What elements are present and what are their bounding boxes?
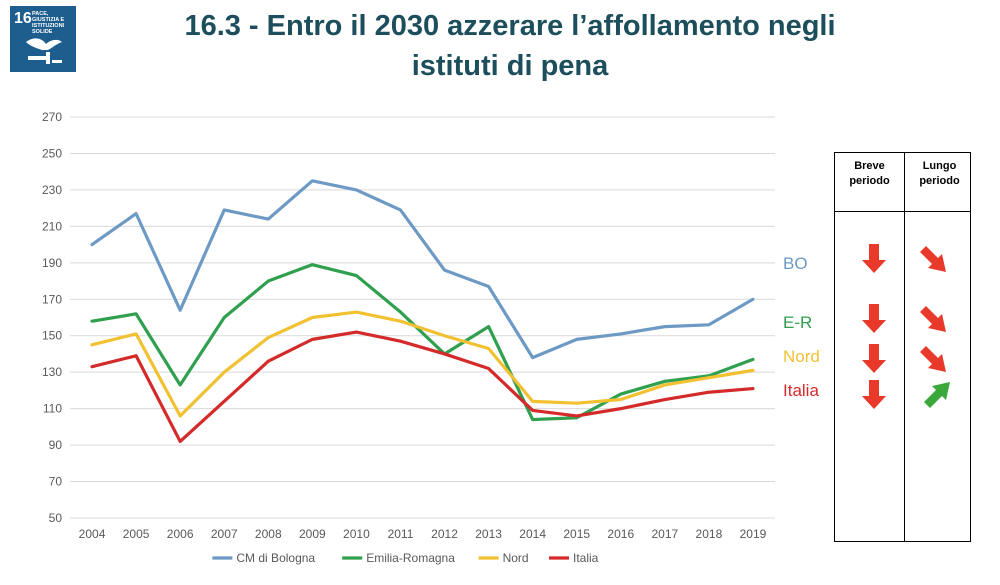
- series-line: [90, 263, 755, 422]
- col-lungo-line2: periodo: [919, 175, 960, 187]
- y-axis: 50 70 90 110 130 150 170 190 210 230 250 270: [42, 110, 62, 525]
- legend-label: Emilia-Romagna: [366, 551, 455, 565]
- title-line-1: 16.3 - Entro il 2030 azzerare l’affollam…: [184, 10, 836, 42]
- x-tick-label: 2007: [211, 527, 238, 541]
- y-tick-label: 230: [42, 183, 62, 197]
- y-tick-label: 250: [42, 146, 62, 160]
- legend: CM di Bologna Emilia-Romagna Nord Italia: [212, 551, 599, 565]
- x-tick-label: 2016: [607, 527, 634, 541]
- sdg-16-badge: 16 PACE, GIUSTIZIA E ISTITUZIONI SOLIDE: [10, 6, 76, 72]
- x-tick-label: 2010: [343, 527, 370, 541]
- col-lungo-line1: Lungo: [922, 160, 957, 172]
- y-tick-label: 110: [43, 402, 62, 416]
- x-tick-label: 2014: [519, 527, 546, 541]
- x-tick-label: 2015: [563, 527, 590, 541]
- x-tick-label: 2013: [475, 527, 502, 541]
- x-tick-label: 2017: [651, 527, 678, 541]
- col-breve-line2: periodo: [849, 175, 890, 187]
- col-lungo-periodo: Lungo periodo: [905, 159, 974, 189]
- x-tick-label: 2012: [431, 527, 458, 541]
- y-tick-label: 130: [42, 365, 62, 379]
- series-label-er: E-R: [783, 313, 813, 332]
- legend-label: Nord: [503, 551, 529, 565]
- y-tick-label: 170: [42, 292, 62, 306]
- table-divider: [904, 153, 905, 541]
- trend-table: Breve periodo Lungo periodo: [834, 152, 971, 542]
- y-tick-label: 270: [42, 110, 62, 124]
- sdg-number: 16: [14, 10, 32, 27]
- series-line: [90, 179, 755, 360]
- series-line: [90, 330, 755, 444]
- x-tick-label: 2006: [167, 527, 194, 541]
- y-tick-label: 210: [42, 219, 62, 233]
- x-tick-label: 2005: [123, 527, 150, 541]
- col-breve-line1: Breve: [854, 160, 885, 172]
- arrow-down-icon: [862, 304, 886, 333]
- series-label-nord: Nord: [783, 347, 820, 366]
- arrow-up-right-icon: [924, 382, 950, 408]
- y-tick-label: 90: [49, 438, 63, 452]
- grid: [70, 116, 775, 519]
- x-tick-label: 2008: [255, 527, 282, 541]
- x-tick-label: 2018: [696, 527, 723, 541]
- arrow-down-icon: [862, 380, 886, 409]
- col-breve-periodo: Breve periodo: [835, 159, 904, 189]
- arrow-down-right-icon: [920, 246, 946, 272]
- series-label-bo: BO: [783, 254, 808, 273]
- legend-label: Italia: [573, 551, 599, 565]
- title-line-2: istituti di pena: [411, 50, 609, 82]
- x-tick-label: 2004: [79, 527, 106, 541]
- x-tick-label: 2011: [388, 527, 414, 541]
- x-axis: 2004 2005 2006 2007 2008 2009 2010 2011 2012 2013…: [79, 527, 767, 541]
- y-tick-label: 50: [49, 511, 63, 525]
- page-title: 16.3 - Entro il 2030 azzerare l’affollam…: [150, 6, 870, 86]
- dove-gavel-icon: [26, 38, 62, 64]
- arrow-down-right-icon: [920, 346, 946, 372]
- arrow-down-right-icon: [920, 306, 946, 332]
- sdg-label: PACE, GIUSTIZIA E ISTITUZIONI SOLIDE: [32, 11, 65, 35]
- legend-label: CM di Bologna: [236, 551, 315, 565]
- trend-table-header: Breve periodo Lungo periodo: [835, 153, 970, 212]
- series-line: [90, 310, 755, 418]
- y-tick-label: 70: [49, 475, 63, 489]
- x-tick-label: 2019: [740, 527, 767, 541]
- arrow-down-icon: [862, 244, 886, 273]
- series-label-italia: Italia: [783, 381, 819, 400]
- y-tick-label: 150: [42, 329, 62, 343]
- arrow-down-icon: [862, 344, 886, 373]
- x-tick-label: 2009: [299, 527, 326, 541]
- series-lines: [90, 179, 755, 444]
- y-tick-label: 190: [42, 256, 62, 270]
